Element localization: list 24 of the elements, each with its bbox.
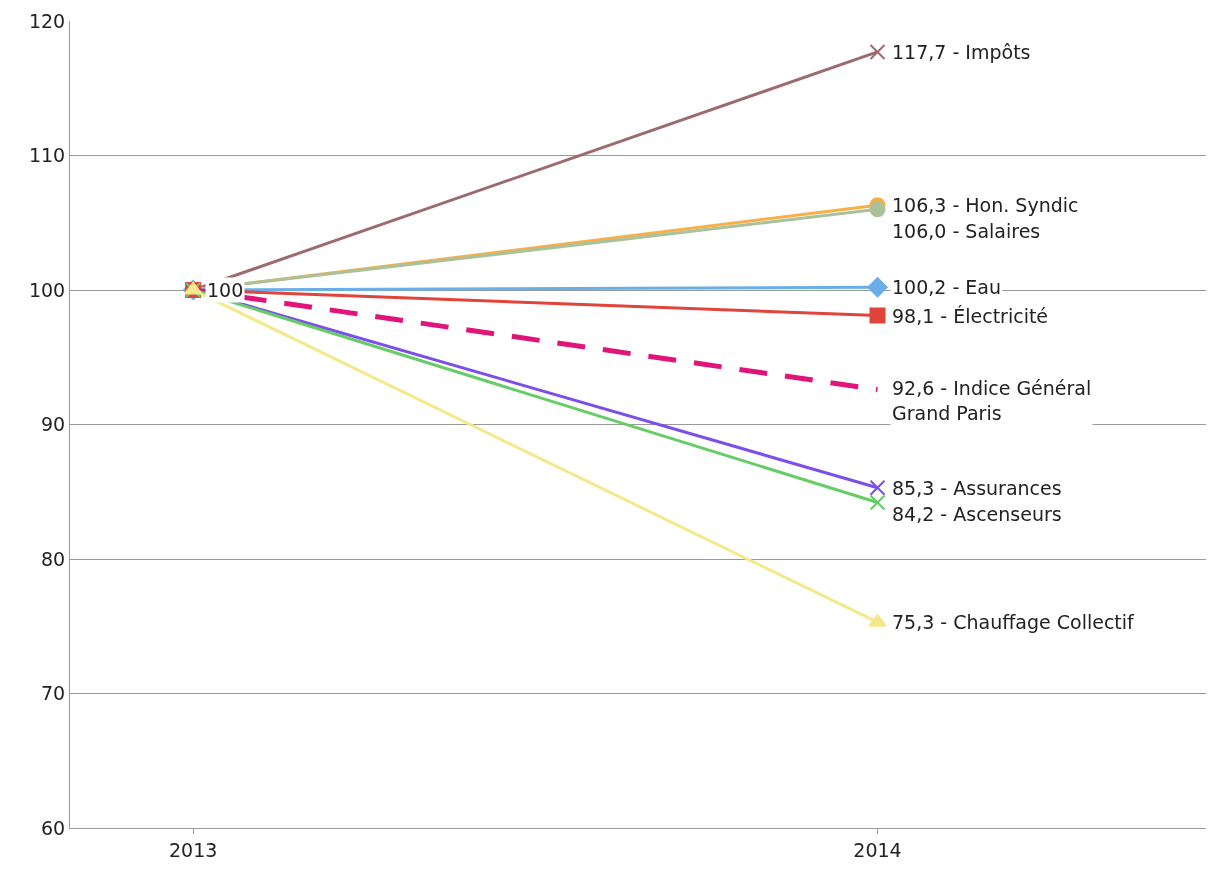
point <box>869 479 886 496</box>
annotation: 100,2 - Eau <box>892 276 1002 298</box>
y-tick-label: 60 <box>41 816 66 839</box>
y-tick-label: 70 <box>41 682 66 705</box>
y-tick-label: 100 <box>28 278 66 301</box>
annotation: 98,1 - Électricité <box>892 305 1049 327</box>
y-tick-label: 90 <box>41 413 66 436</box>
y-tick-label: 110 <box>28 144 66 167</box>
point <box>869 494 886 511</box>
x-tick-label: 2014 <box>853 838 902 861</box>
point <box>869 201 886 218</box>
annotation: 106,3 - Hon. Syndic <box>892 194 1079 216</box>
annotation: 117,7 - Impôts <box>892 41 1031 63</box>
annotation: 85,3 - Assurances <box>892 477 1062 499</box>
annotation: 106,0 - Salaires <box>892 220 1041 242</box>
point <box>867 277 888 298</box>
y-tick-label: 80 <box>41 547 66 570</box>
annotation: 84,2 - Ascenseurs <box>892 503 1062 525</box>
point <box>869 307 886 324</box>
point <box>869 43 886 60</box>
annotation: 75,3 - Chauffage Collectif <box>892 611 1136 633</box>
annotation: 92,6 - Indice Général Grand Paris <box>892 377 1092 424</box>
y-tick-label: 120 <box>28 9 66 32</box>
x-tick-label: 2013 <box>169 838 218 861</box>
